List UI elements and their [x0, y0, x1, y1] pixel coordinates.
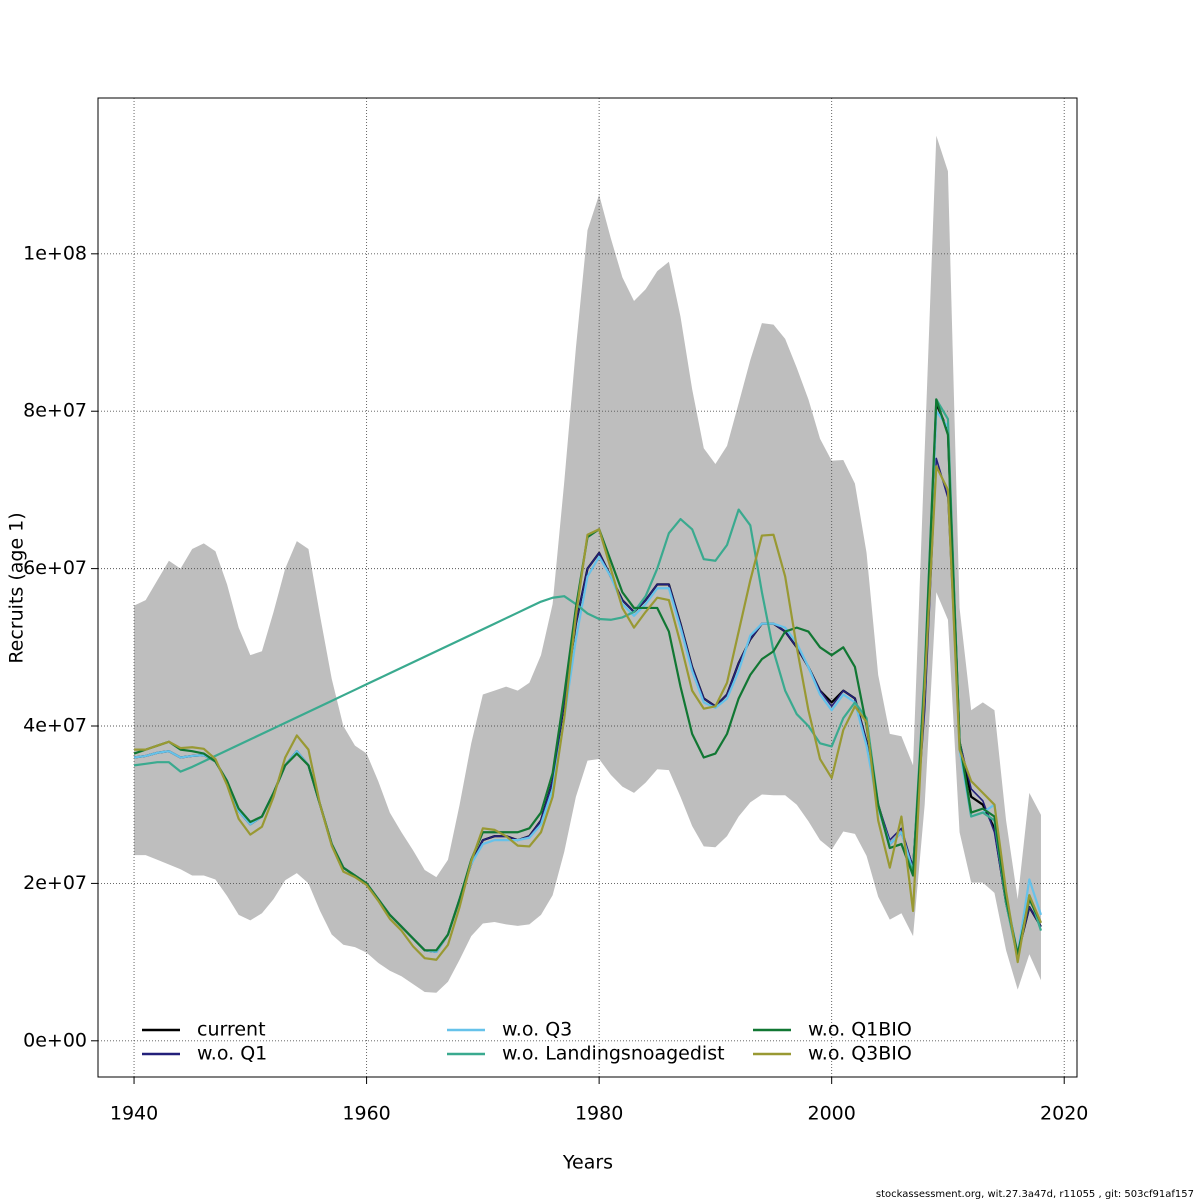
x-tick-label: 1940 [110, 1103, 158, 1125]
x-tick-label: 2020 [1040, 1103, 1088, 1125]
legend-label: current [197, 1019, 266, 1041]
footer: stockassessment.org, wit.27.3a47d, r1105… [876, 1189, 1194, 1200]
x-axis-label: Years [562, 1152, 613, 1174]
legend-label: w.o. Q3 [502, 1019, 572, 1041]
confidence-band [134, 135, 1041, 993]
y-tick-label: 6e+07 [23, 557, 87, 579]
y-tick-label: 0e+00 [23, 1029, 87, 1051]
legend-label: w.o. Q1 [197, 1043, 267, 1065]
legend-label: w.o. Q3BIO [808, 1043, 912, 1065]
y-tick-label: 4e+07 [23, 715, 87, 737]
y-tick-label: 2e+07 [23, 872, 87, 894]
y-tick-label: 1e+08 [23, 242, 87, 264]
y-axis-label: Recruits (age 1) [6, 512, 28, 663]
x-tick-label: 1960 [342, 1103, 390, 1125]
series-line [134, 465, 1042, 964]
x-tick-label: 1980 [575, 1103, 623, 1125]
legend-label: w.o. Landingsnoagedist [502, 1043, 725, 1065]
y-tick-label: 8e+07 [23, 400, 87, 422]
x-tick-label: 2000 [807, 1103, 855, 1125]
plot-frame [97, 97, 1078, 1078]
legend-label: w.o. Q1BIO [808, 1019, 912, 1041]
